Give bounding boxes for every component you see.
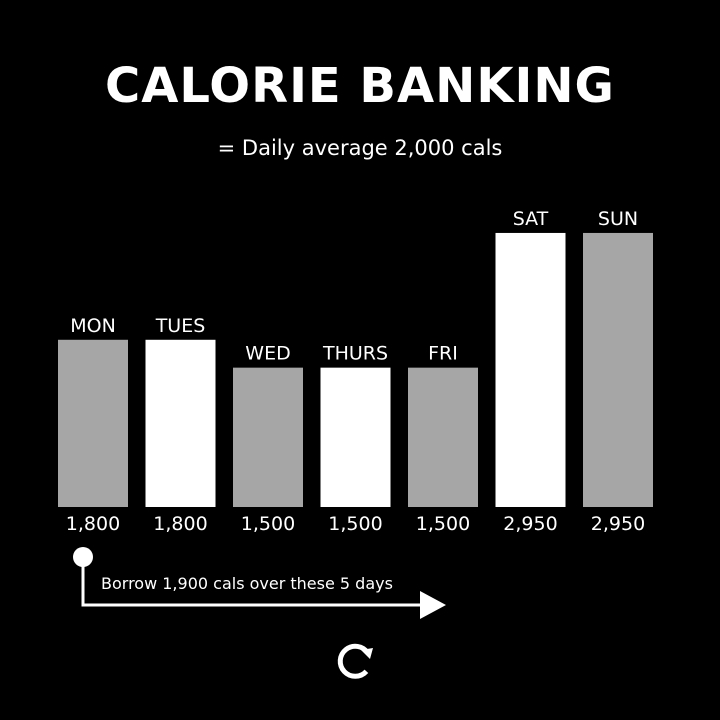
value-label-sun: 2,950: [591, 513, 645, 535]
bar-mon: [58, 339, 128, 507]
chart-title: CALORIE BANKING: [105, 58, 615, 114]
value-label-thurs: 1,500: [328, 513, 382, 535]
bar-thurs: [320, 367, 391, 507]
bar-sat: [495, 232, 566, 507]
borrow-arrow-line: [81, 557, 425, 607]
value-labels-group: 1,800 1,800 1,500 1,500 1,500 2,950 2,950: [66, 513, 645, 535]
day-label-tues: TUES: [155, 315, 206, 337]
bars-group: [58, 232, 653, 507]
arrow-head-icon: [420, 591, 446, 619]
day-label-wed: WED: [245, 343, 290, 365]
value-label-sat: 2,950: [503, 513, 557, 535]
chart-subtitle: = Daily average 2,000 cals: [217, 136, 503, 160]
bar-tues: [145, 339, 216, 507]
day-label-fri: FRI: [428, 343, 458, 365]
value-label-tues: 1,800: [153, 513, 207, 535]
bar-sun: [583, 232, 653, 507]
bar-wed: [233, 367, 303, 507]
borrow-note: Borrow 1,900 cals over these 5 days: [101, 574, 393, 593]
day-labels-group: MON TUES WED THURS FRI SAT SUN: [70, 208, 638, 365]
value-label-wed: 1,500: [241, 513, 295, 535]
day-label-sun: SUN: [598, 208, 638, 230]
day-label-mon: MON: [70, 315, 116, 337]
borrow-annotation: Borrow 1,900 cals over these 5 days: [73, 547, 446, 619]
day-label-sat: SAT: [513, 208, 549, 230]
value-label-fri: 1,500: [416, 513, 470, 535]
circular-arrow-logo-icon: [337, 643, 373, 679]
bar-fri: [408, 367, 478, 507]
day-label-thurs: THURS: [322, 343, 388, 365]
value-label-mon: 1,800: [66, 513, 120, 535]
